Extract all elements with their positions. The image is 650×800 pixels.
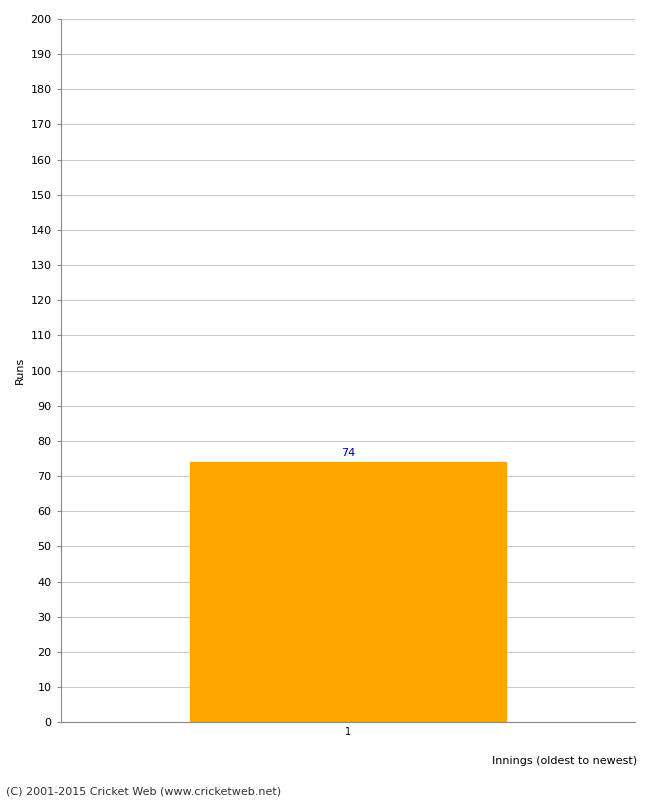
Bar (190, 462, 506, 722)
Text: 74: 74 (341, 449, 355, 458)
Text: Innings (oldest to newest): Innings (oldest to newest) (492, 756, 637, 766)
Y-axis label: Runs: Runs (15, 357, 25, 384)
Text: (C) 2001-2015 Cricket Web (www.cricketweb.net): (C) 2001-2015 Cricket Web (www.cricketwe… (6, 786, 281, 796)
